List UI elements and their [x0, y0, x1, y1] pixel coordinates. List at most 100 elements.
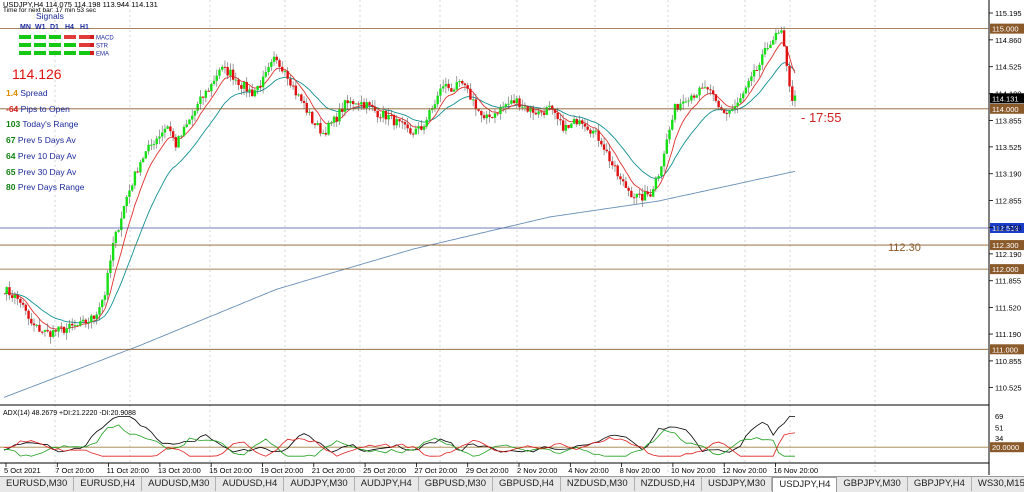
tab-usdjpy-m30[interactable]: USDJPY,M30: [702, 477, 773, 491]
tab-audjpy-m30[interactable]: AUDJPY,M30: [284, 477, 355, 491]
candle-body: [335, 116, 338, 122]
tab-audusd-h4[interactable]: AUDUSD,H4: [216, 477, 285, 491]
y-tick-label: 113.525: [995, 143, 1022, 152]
x-tick-label: 25 Oct 20:00: [363, 466, 406, 475]
candle-body: [354, 103, 358, 105]
candle-body: [646, 191, 649, 195]
candle-body: [330, 122, 333, 124]
candle-body: [420, 126, 423, 130]
tab-gbpjpy-h4[interactable]: GBPJPY,H4: [908, 477, 972, 491]
candle-body: [788, 65, 791, 87]
candle-body: [51, 330, 55, 337]
candle-body: [283, 71, 287, 73]
candle-body: [641, 194, 644, 201]
candle-body: [450, 88, 453, 92]
candle-body: [32, 323, 36, 326]
candle-body: [60, 326, 63, 328]
tab-audjpy-h4[interactable]: AUDJPY,H4: [355, 477, 419, 491]
signal-cell: [49, 35, 61, 39]
candle-body: [114, 231, 118, 243]
candle-body: [321, 132, 325, 134]
signal-marker: [90, 51, 94, 55]
candle-body: [545, 107, 548, 115]
candle-body: [564, 124, 568, 131]
tab-gbpusd-h4[interactable]: GBPUSD,H4: [493, 477, 561, 491]
candle-body: [229, 69, 232, 76]
candle-body: [455, 82, 458, 90]
y-tick-label: 111.520: [995, 304, 1021, 313]
candle-body: [111, 242, 115, 261]
candle-body: [673, 104, 677, 120]
candle-body: [70, 323, 74, 326]
candle-body: [600, 140, 603, 145]
x-tick-label: 7 Oct 20:00: [55, 466, 94, 475]
candle-body: [619, 176, 622, 180]
tab-nzdusd-h4[interactable]: NZDUSD,H4: [635, 477, 702, 491]
tab-eurusd-h4[interactable]: EURUSD,H4: [74, 477, 143, 491]
tab-audusd-m30[interactable]: AUDUSD,M30: [142, 477, 217, 491]
tab-gbpusd-m30[interactable]: GBPUSD,M30: [419, 477, 493, 491]
tab-gbpjpy-m30[interactable]: GBPJPY,M30: [837, 477, 908, 491]
candle-body: [657, 176, 660, 179]
level-price-label: 114.000: [992, 105, 1019, 114]
y-tick-label: 114.860: [995, 36, 1022, 45]
signal-cell: [19, 51, 31, 55]
candle-body: [46, 329, 49, 332]
candle-body: [100, 299, 104, 308]
candle-body: [529, 107, 532, 112]
candle-body: [155, 138, 158, 145]
candle-body: [728, 110, 731, 114]
candle-body: [439, 88, 442, 96]
candle-body: [605, 149, 608, 152]
tab-eurusd-m30[interactable]: EURUSD,M30: [0, 477, 75, 491]
y-tick-label: 112.855: [995, 197, 1022, 206]
candle-body: [251, 89, 254, 97]
candle-body: [98, 307, 101, 315]
candle-body: [507, 103, 510, 105]
signal-timeframe-label: H4: [65, 24, 74, 31]
current-price-tag: [990, 93, 1024, 104]
signal-cell: [49, 51, 61, 55]
tab-nzdusd-m30[interactable]: NZDUSD,M30: [561, 477, 635, 491]
candle-body: [65, 328, 68, 333]
tab-usdjpy-h4[interactable]: USDJPY,H4: [772, 477, 838, 492]
x-tick-label: 16 Nov 20:00: [774, 466, 819, 475]
candle-body: [136, 171, 139, 173]
candle-body: [313, 123, 317, 126]
candle-body: [125, 196, 128, 207]
candle-body: [480, 110, 483, 116]
candle-body: [226, 67, 229, 76]
candle-body: [722, 109, 726, 113]
candle-body: [401, 121, 404, 123]
signal-marker: [90, 43, 94, 47]
candle-body: [649, 194, 652, 197]
candle-body: [703, 87, 707, 89]
stat-value: 103: [6, 119, 21, 130]
x-tick-label: 27 Oct 20:00: [414, 466, 457, 475]
candle-body: [300, 94, 303, 101]
candle-body: [207, 90, 210, 92]
x-tick-label: 10 Nov 20:00: [671, 466, 716, 475]
tab-ws30-m15[interactable]: WS30,M15: [972, 477, 1024, 491]
horizontal-levels[interactable]: 115.000 114.000 112.513 112.300 112.000 111.0…: [0, 23, 1024, 355]
candle-body: [381, 110, 385, 118]
candle-body: [171, 131, 175, 138]
candle-body: [556, 112, 559, 120]
candle-body: [158, 136, 161, 139]
candle-body: [379, 117, 382, 119]
candle-body: [463, 83, 467, 86]
candle-body: [199, 96, 202, 104]
candle-body: [488, 114, 491, 117]
candle-body: [583, 123, 587, 127]
candle-body: [766, 48, 769, 50]
signal-cell: [34, 51, 46, 55]
signal-cell: [19, 35, 31, 39]
candle-body: [319, 123, 322, 134]
signal-cell: [64, 35, 76, 39]
candle-body: [570, 123, 573, 128]
candle-body: [351, 101, 355, 105]
candle-body: [755, 70, 759, 72]
candle-body: [90, 315, 93, 323]
candle-body: [534, 112, 538, 115]
